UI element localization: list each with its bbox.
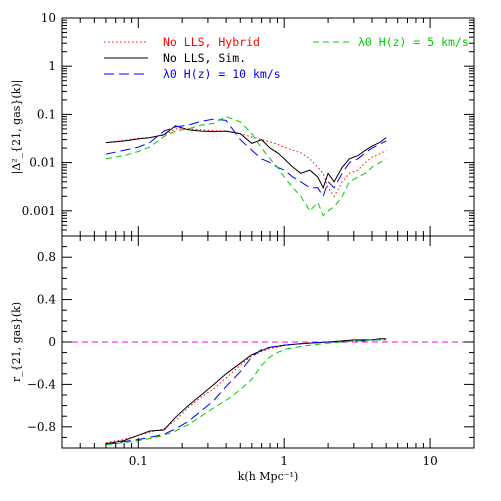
top-ytick-label: 0.1 xyxy=(37,107,56,121)
legend-label-3: λ0 H(z) = 5 km/s xyxy=(358,35,469,49)
legend: No LLS, Hybrid No LLS, Sim. λ0 H(z) = 10 k… xyxy=(104,35,469,81)
top-ytick-labels: 0.001 0.01 0.1 1 10 xyxy=(22,11,56,218)
top-series-2-line xyxy=(105,118,387,198)
xtick-label: 1 xyxy=(280,454,288,468)
top-ytick-label: 10 xyxy=(41,11,56,25)
top-ytick-label: 0.001 xyxy=(22,204,56,218)
xtick-labels: 0.1 1 10 xyxy=(129,454,438,468)
bottom-ytick-label: 0 xyxy=(48,335,56,349)
bottom-ytick-label: 0.4 xyxy=(37,293,56,307)
top-ticks-group xyxy=(61,17,475,237)
bottom-ytick-label: 0.8 xyxy=(37,250,56,264)
xtick-label: 10 xyxy=(422,454,437,468)
bottom-series-2-line xyxy=(105,339,387,446)
legend-label-1: No LLS, Sim. xyxy=(163,51,246,65)
bottom-ticks-group xyxy=(61,235,475,449)
top-series-1-line xyxy=(105,125,387,190)
bottom-ytick-label: −0.8 xyxy=(27,420,56,434)
xtick-label: 0.1 xyxy=(129,454,148,468)
top-series-group xyxy=(105,116,387,217)
x-axis-title: k(h Mpc⁻¹) xyxy=(238,470,299,483)
bottom-series-0-line xyxy=(105,339,387,444)
top-series-3-line xyxy=(105,116,387,217)
bottom-panel: −0.8 −0.4 0 0.4 0.8 0.1 1 10 r_{21, gas}(k) k(… xyxy=(10,235,475,483)
bottom-series-3-line xyxy=(105,339,387,446)
top-plot-frame xyxy=(61,17,475,237)
top-y-axis-title: |Δ²_{21, gas}(k)| xyxy=(10,80,24,175)
bottom-series-group xyxy=(105,338,387,446)
top-ytick-label: 0.01 xyxy=(29,156,56,170)
bottom-ytick-labels: −0.8 −0.4 0 0.4 0.8 xyxy=(27,250,57,434)
top-panel: 0.001 0.01 0.1 1 10 |Δ²_{21, gas}(k)| No LLS… xyxy=(10,11,475,237)
bottom-y-axis-title: r_{21, gas}(k) xyxy=(10,302,23,382)
bottom-ytick-label: −0.4 xyxy=(27,377,57,391)
legend-label-2: λ0 H(z) = 10 km/s xyxy=(163,67,281,81)
bottom-series-1-line xyxy=(105,338,387,445)
top-ytick-label: 1 xyxy=(48,59,56,73)
legend-label-0: No LLS, Hybrid xyxy=(163,35,260,49)
